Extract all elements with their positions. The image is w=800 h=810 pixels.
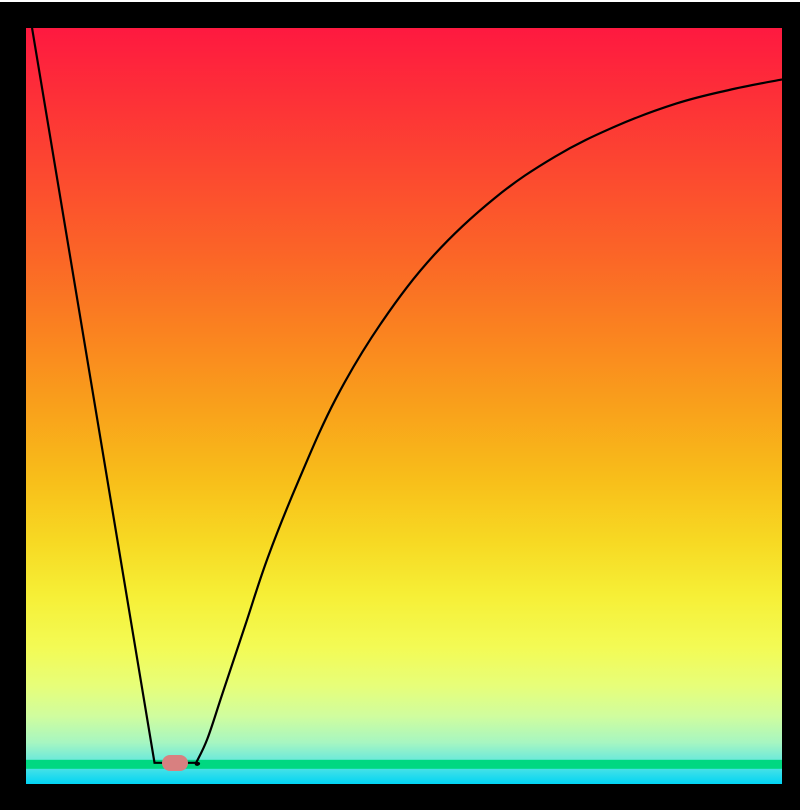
chart-container: TheBottleneck.com xyxy=(0,0,800,800)
optimal-marker xyxy=(162,755,188,771)
bottleneck-curve xyxy=(32,28,782,765)
plot-area xyxy=(26,28,782,784)
curve-layer xyxy=(26,28,782,784)
